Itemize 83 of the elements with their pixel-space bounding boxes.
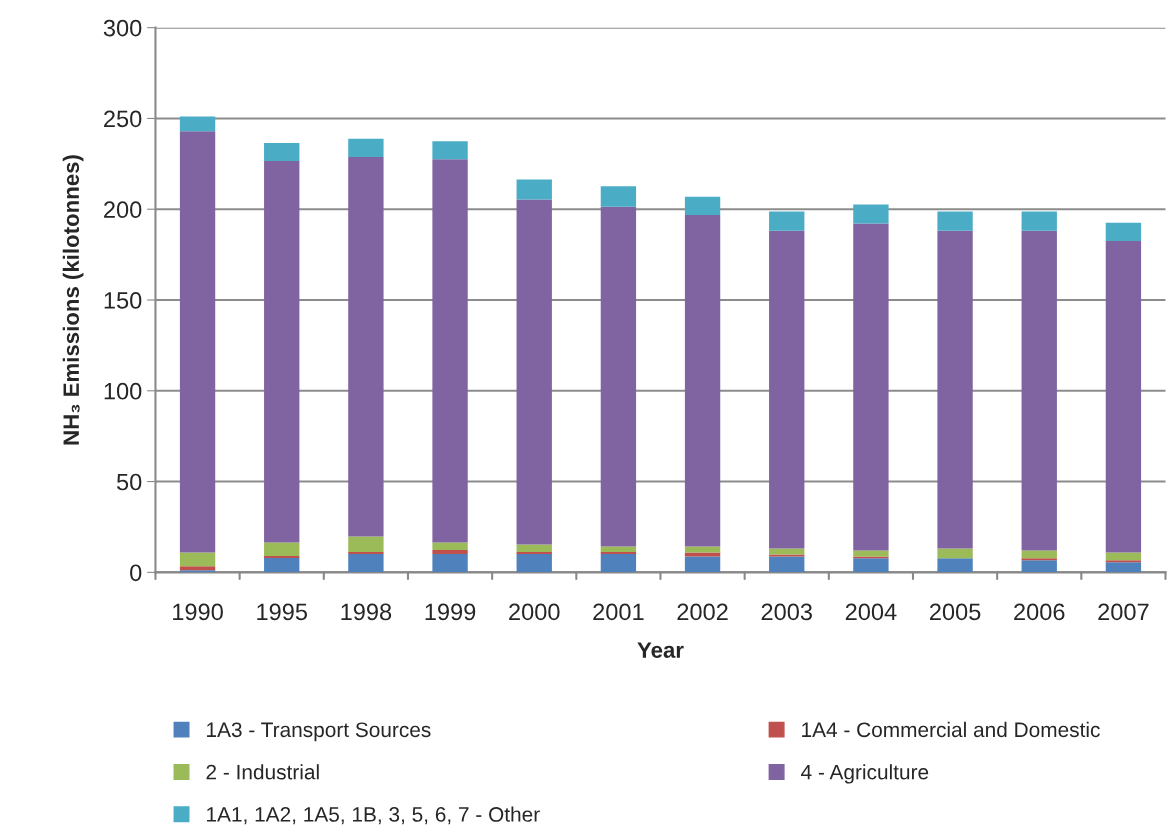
bar <box>1021 211 1057 231</box>
bar <box>179 116 216 132</box>
legend-label: 1A1, 1A2, 1A5, 1B, 3, 5, 6, 7 - Other <box>207 806 540 825</box>
bar <box>853 204 889 224</box>
bar <box>348 554 384 573</box>
bar <box>684 552 721 557</box>
bar <box>1105 222 1142 241</box>
bar <box>179 552 216 567</box>
bar <box>769 211 805 231</box>
y-tick-label: 250 <box>104 110 142 128</box>
x-tick-label: 1995 <box>257 603 307 621</box>
bar <box>769 230 805 549</box>
y-tick-label: 0 <box>130 564 142 582</box>
bar <box>1105 562 1142 573</box>
y-tick-label: 150 <box>104 292 142 309</box>
y-tick-label: 100 <box>104 382 142 400</box>
bar <box>684 546 721 553</box>
x-tick-label: 1999 <box>425 603 476 621</box>
bar <box>600 546 637 553</box>
x-tick-label: 1990 <box>173 603 223 621</box>
bar <box>516 199 552 545</box>
y-tick-label: 200 <box>104 201 142 219</box>
x-axis-title: Year <box>637 642 684 658</box>
x-tick-label: 2002 <box>677 603 728 621</box>
bar <box>1105 560 1142 563</box>
bar <box>348 138 384 157</box>
legend-label: 2 - Industrial <box>206 764 319 780</box>
y-axis-title: NH₃ Emissions (kilotonnes) <box>62 155 84 445</box>
bar <box>853 550 889 557</box>
bar <box>684 556 721 573</box>
bar <box>853 558 889 573</box>
bar <box>179 131 216 553</box>
x-tick-label: 2006 <box>1014 603 1065 621</box>
bar <box>264 542 300 557</box>
bar <box>1105 240 1142 553</box>
x-tick-label: 1998 <box>341 603 392 621</box>
bar <box>1021 230 1057 551</box>
bar <box>348 536 384 553</box>
bar <box>937 211 973 231</box>
y-tick-label: 300 <box>103 19 142 37</box>
bar <box>937 230 973 549</box>
bar <box>600 206 637 547</box>
x-tick-label: 2007 <box>1098 603 1149 621</box>
bar <box>264 558 300 573</box>
x-tick-label: 2004 <box>845 603 897 621</box>
bar <box>264 161 300 543</box>
bar <box>264 556 300 559</box>
bar <box>516 552 552 555</box>
bar <box>1105 552 1142 561</box>
bar <box>684 215 721 547</box>
bar <box>937 548 973 559</box>
bar <box>600 554 637 573</box>
legend-label: 4 - Agriculture <box>801 764 929 784</box>
bar <box>432 542 468 551</box>
bar <box>769 548 805 555</box>
bar <box>348 156 384 537</box>
bar <box>684 196 721 216</box>
bar <box>348 552 384 555</box>
bar <box>432 550 468 555</box>
bar <box>432 141 468 160</box>
bar <box>769 554 805 557</box>
bar <box>600 552 637 555</box>
x-tick-label: 2001 <box>593 603 644 621</box>
bar <box>179 566 216 571</box>
legend-label: 1A3 - Transport Sources <box>207 722 431 742</box>
bar <box>769 556 805 573</box>
bar <box>853 223 889 551</box>
legend-label: 1A4 - Commercial and Domestic <box>802 721 1100 738</box>
bar <box>600 186 637 207</box>
bar <box>432 159 468 543</box>
bar <box>1021 558 1057 561</box>
x-tick-label: 2000 <box>509 603 560 621</box>
bar <box>432 554 468 573</box>
bar <box>1021 550 1057 559</box>
bar <box>264 142 300 162</box>
bar <box>516 544 552 553</box>
bar <box>937 558 973 573</box>
bar <box>1021 560 1057 573</box>
x-tick-label: 2003 <box>761 603 812 621</box>
bar <box>516 179 552 200</box>
y-tick-label: 50 <box>116 473 142 491</box>
x-tick-label: 2005 <box>930 603 981 621</box>
bar <box>516 554 552 573</box>
